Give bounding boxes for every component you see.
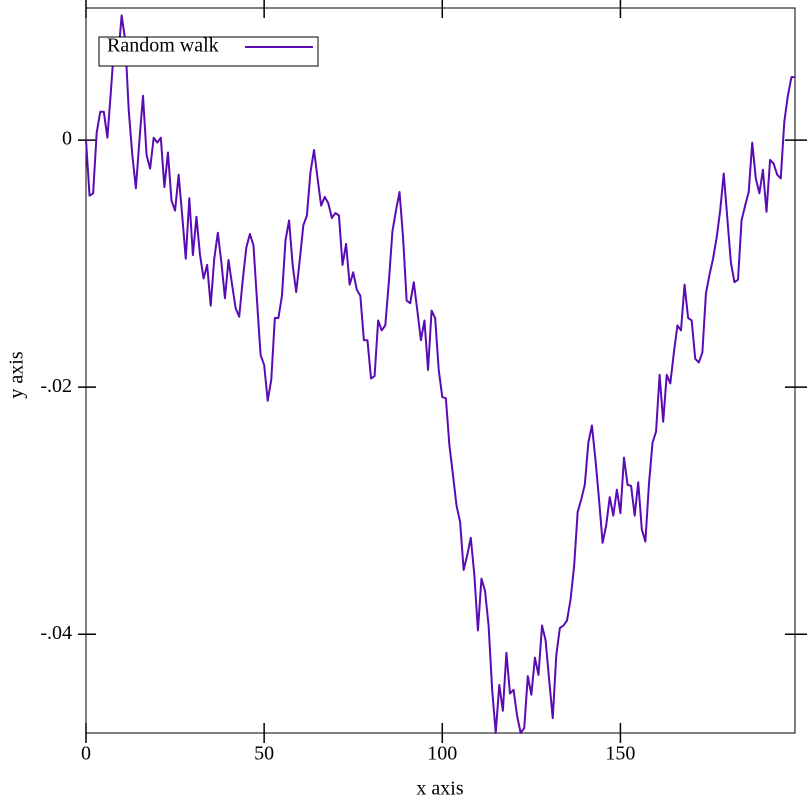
legend-label: Random walk	[107, 35, 219, 57]
y-tick-label: 0	[62, 128, 72, 150]
y-axis-label: y axis	[6, 351, 28, 398]
x-tick-label: 50	[254, 743, 274, 765]
x-axis-label: x axis	[416, 778, 463, 800]
x-tick-label: 0	[81, 743, 91, 765]
x-tick-label: 150	[605, 743, 635, 765]
legend-box	[98, 36, 319, 67]
line-series	[85, 14, 795, 734]
plot-frame	[85, 7, 796, 734]
y-tick-label: -.04	[40, 622, 72, 644]
x-tick-label: 100	[427, 743, 457, 765]
y-tick-label: -.02	[40, 375, 72, 397]
